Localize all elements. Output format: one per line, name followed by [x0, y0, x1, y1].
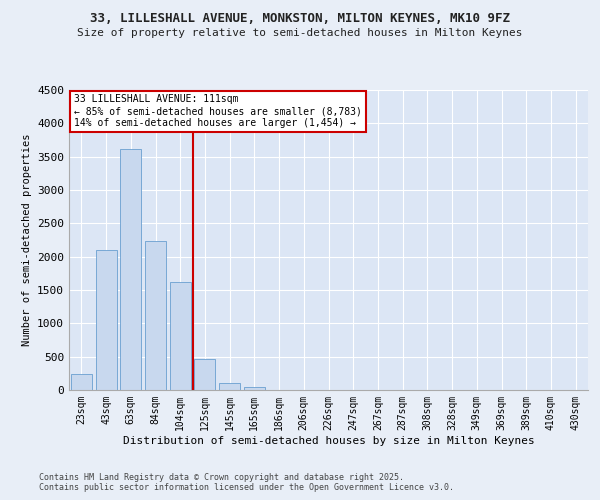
Bar [244, 386, 265, 390]
Bar [219, 384, 240, 390]
Bar [194, 360, 215, 390]
Y-axis label: Number of semi-detached properties: Number of semi-detached properties [22, 134, 32, 346]
Text: Size of property relative to semi-detached houses in Milton Keynes: Size of property relative to semi-detach… [77, 28, 523, 38]
Bar [95, 250, 116, 390]
Bar [71, 374, 92, 390]
Text: Contains HM Land Registry data © Crown copyright and database right 2025.: Contains HM Land Registry data © Crown c… [39, 472, 404, 482]
Text: Contains public sector information licensed under the Open Government Licence v3: Contains public sector information licen… [39, 484, 454, 492]
X-axis label: Distribution of semi-detached houses by size in Milton Keynes: Distribution of semi-detached houses by … [122, 436, 535, 446]
Bar [170, 282, 191, 390]
Text: 33 LILLESHALL AVENUE: 111sqm
← 85% of semi-detached houses are smaller (8,783)
1: 33 LILLESHALL AVENUE: 111sqm ← 85% of se… [74, 94, 362, 128]
Bar [145, 242, 166, 390]
Text: 33, LILLESHALL AVENUE, MONKSTON, MILTON KEYNES, MK10 9FZ: 33, LILLESHALL AVENUE, MONKSTON, MILTON … [90, 12, 510, 26]
Bar [120, 148, 141, 390]
